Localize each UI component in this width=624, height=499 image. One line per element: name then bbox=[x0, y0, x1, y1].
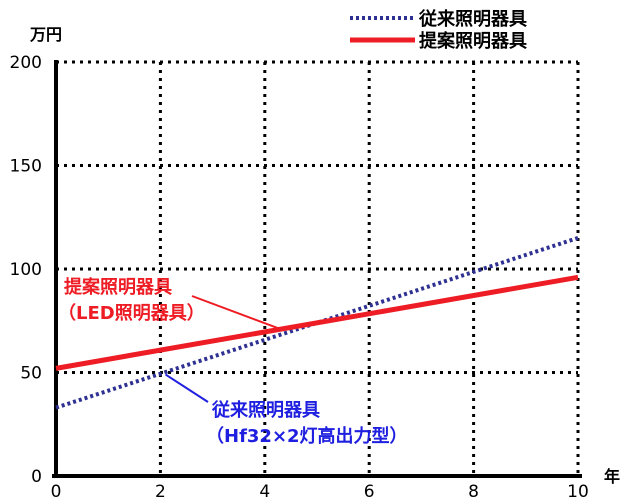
y-tick-label: 100 bbox=[10, 260, 42, 280]
x-tick-label: 4 bbox=[259, 482, 270, 499]
series-lines bbox=[55, 236, 579, 410]
y-tick-label: 200 bbox=[10, 53, 42, 73]
series-line bbox=[55, 274, 579, 371]
annotations: 提案照明器具 （LED照明器具） 従来照明器具 （Hf32×2灯高出力型） bbox=[58, 276, 408, 447]
x-tick-label: 8 bbox=[468, 482, 479, 499]
annotation-line-text: （LED照明器具） bbox=[58, 303, 205, 324]
x-axis-label: 年 bbox=[604, 467, 620, 486]
legend-label: 提案照明器具 bbox=[419, 30, 527, 52]
annotation-line-text: 従来照明器具 bbox=[211, 399, 320, 421]
series-line bbox=[55, 236, 579, 410]
annotation-line-text: （Hf32×2灯高出力型） bbox=[206, 425, 408, 447]
legend-label: 従来照明器具 bbox=[418, 8, 527, 30]
annotation-pointer bbox=[165, 373, 209, 403]
annotation-pointer bbox=[191, 295, 281, 330]
y-axis-label: 万円 bbox=[29, 25, 62, 44]
x-tick-label: 0 bbox=[51, 482, 62, 499]
annotation-label: 提案照明器具 （LED照明器具） bbox=[58, 276, 205, 324]
y-tick-label: 0 bbox=[31, 467, 42, 487]
grid-lines bbox=[56, 60, 580, 476]
x-tick-label: 6 bbox=[364, 482, 375, 499]
annotation-line-text: 提案照明器具 bbox=[64, 276, 172, 298]
annotation-label: 従来照明器具 （Hf32×2灯高出力型） bbox=[206, 399, 408, 447]
x-tick-label: 2 bbox=[155, 482, 166, 499]
y-tick-label: 50 bbox=[20, 364, 42, 384]
x-tick-label: 10 bbox=[567, 482, 589, 499]
y-tick-label: 150 bbox=[10, 157, 42, 177]
